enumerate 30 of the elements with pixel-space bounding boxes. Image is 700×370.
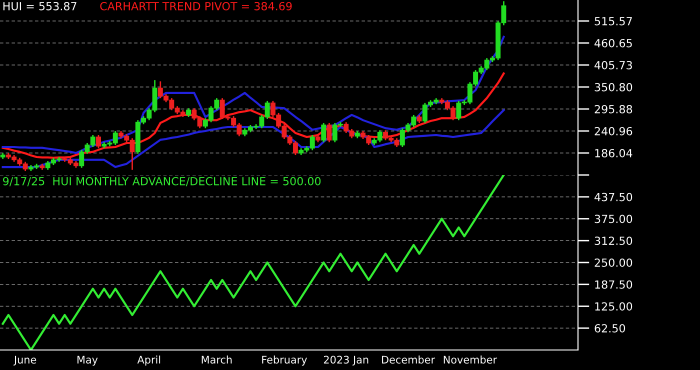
chart-title: HUI = 553.87 — [3, 2, 76, 10]
x-tick-label: 2023 Jan — [324, 356, 368, 366]
candlestick — [321, 122, 326, 143]
y-tick-label: 240.96 — [594, 126, 632, 136]
y-tick-label: 312.50 — [594, 236, 632, 246]
x-tick-label: March — [202, 356, 232, 364]
y-tick-label: 405.73 — [594, 60, 632, 70]
x-tick-label: April — [137, 356, 160, 366]
y-tick-label: 460.65 — [594, 38, 632, 48]
y-tick-label: 250.00 — [594, 258, 632, 267]
y-tick-label: 515.57 — [594, 17, 632, 26]
y-tick-label: 62.50 — [594, 324, 626, 333]
x-tick-label: December — [382, 356, 436, 364]
line-series — [2, 175, 505, 350]
candlestick — [326, 122, 332, 143]
x-tick-label: May — [77, 356, 98, 366]
text: 9/17/25 HUI MONTHLY ADVANCE/DECLINE LINE = 500.00 — [3, 176, 321, 186]
y-tick-label: 187.50 — [595, 280, 632, 289]
y-tick-label: 437.50 — [594, 192, 632, 202]
x-tick-label: February — [262, 356, 307, 366]
y-tick-label: 350.80 — [594, 82, 632, 92]
candlestick — [96, 134, 101, 149]
text: CARHARTT TREND PIVOT = 384.69 — [100, 2, 292, 10]
y-tick-label: 186.04 — [595, 148, 632, 158]
x-tick-label: June — [13, 356, 36, 366]
y-tick-label: 295.88 — [594, 104, 632, 114]
line-series — [2, 109, 505, 168]
x-tick-label: November — [444, 356, 498, 364]
y-tick-label: 375.00 — [594, 214, 632, 224]
y-tick-label: 125.00 — [595, 302, 632, 311]
